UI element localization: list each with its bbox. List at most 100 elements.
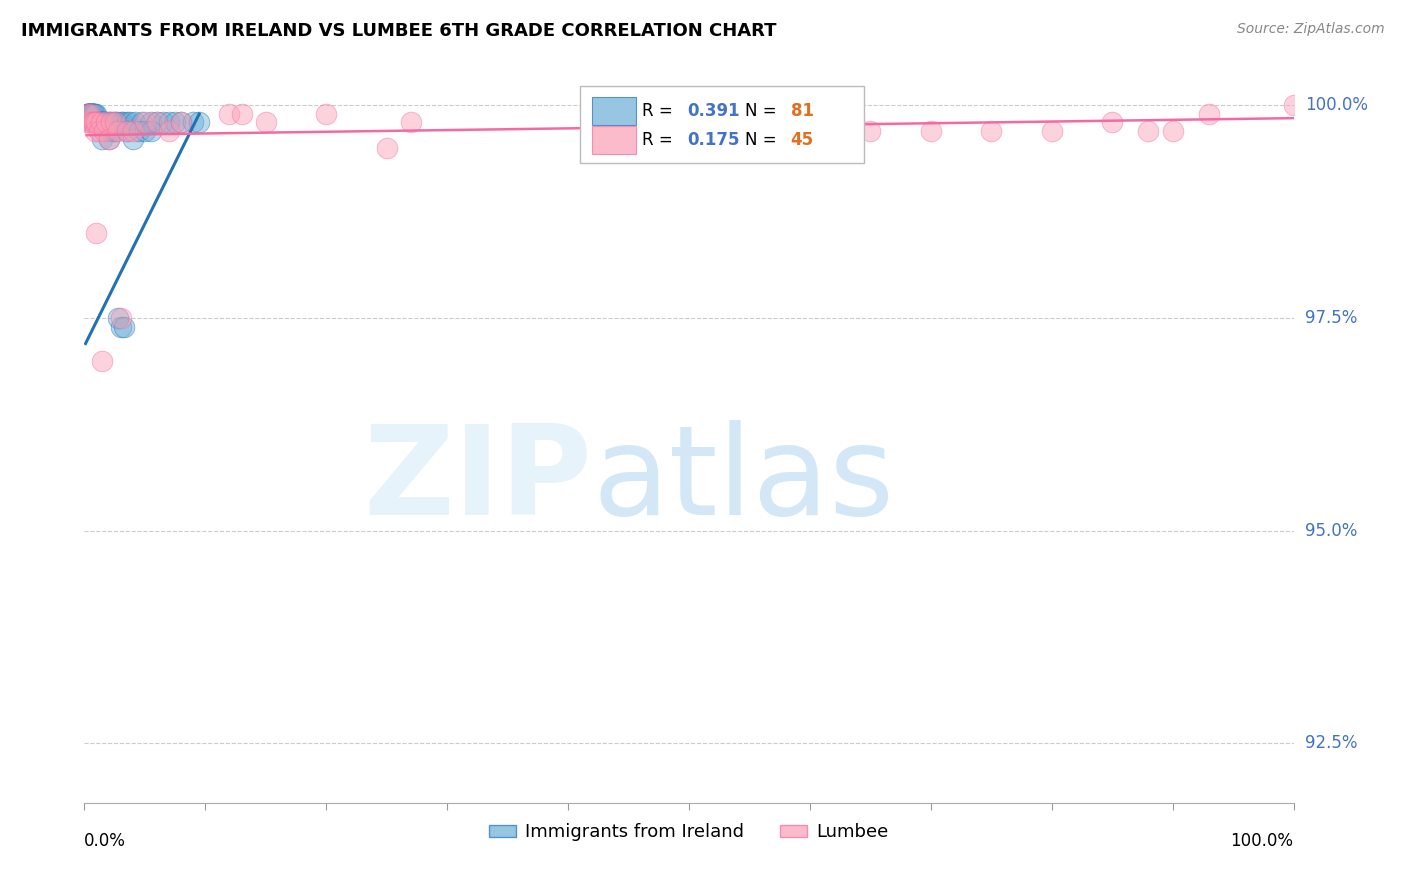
- Point: [84, 115, 107, 129]
- Point: [87, 124, 110, 138]
- Point: [83, 115, 105, 129]
- Point: [97, 132, 120, 146]
- Point: [1137, 124, 1160, 138]
- Point: [218, 107, 240, 121]
- Point: [90, 115, 112, 129]
- Point: [84, 115, 107, 129]
- Point: [80, 107, 103, 121]
- Point: [110, 319, 132, 334]
- Point: [104, 115, 127, 129]
- Point: [112, 319, 135, 334]
- Point: [170, 115, 193, 129]
- Point: [82, 107, 104, 121]
- Point: [139, 124, 162, 138]
- Point: [87, 115, 110, 129]
- Point: [86, 115, 108, 129]
- Point: [89, 115, 111, 129]
- Point: [799, 115, 821, 129]
- Point: [1198, 107, 1220, 121]
- Point: [315, 107, 337, 121]
- Point: [83, 107, 105, 121]
- Text: N =: N =: [745, 131, 782, 149]
- Point: [254, 115, 277, 129]
- Point: [110, 311, 132, 326]
- Point: [77, 107, 100, 121]
- Text: 0.391: 0.391: [688, 102, 741, 120]
- Point: [87, 115, 110, 129]
- Point: [1161, 124, 1184, 138]
- Point: [134, 124, 156, 138]
- Point: [110, 115, 132, 129]
- Point: [86, 226, 108, 240]
- Point: [77, 107, 100, 121]
- Point: [146, 115, 169, 129]
- Point: [157, 124, 180, 138]
- Point: [1101, 115, 1123, 129]
- Point: [375, 141, 398, 155]
- Point: [97, 115, 120, 129]
- Point: [76, 107, 98, 121]
- FancyBboxPatch shape: [592, 97, 636, 125]
- Point: [165, 115, 187, 129]
- Point: [134, 115, 156, 129]
- Text: 0.175: 0.175: [688, 131, 740, 149]
- Point: [128, 124, 150, 138]
- Point: [77, 115, 100, 129]
- Point: [181, 115, 204, 129]
- Point: [76, 107, 98, 121]
- Text: 0.0%: 0.0%: [84, 832, 127, 850]
- Point: [101, 124, 124, 138]
- Point: [152, 115, 174, 129]
- Point: [93, 115, 115, 129]
- Text: R =: R =: [641, 131, 678, 149]
- Text: atlas: atlas: [592, 420, 894, 541]
- Point: [93, 124, 115, 138]
- Point: [84, 124, 107, 138]
- Point: [77, 107, 100, 121]
- Point: [104, 115, 127, 129]
- FancyBboxPatch shape: [581, 86, 865, 163]
- Point: [84, 107, 107, 121]
- Point: [98, 115, 121, 129]
- Point: [170, 115, 193, 129]
- Legend: Immigrants from Ireland, Lumbee: Immigrants from Ireland, Lumbee: [482, 816, 896, 848]
- Point: [96, 124, 118, 138]
- Point: [399, 115, 422, 129]
- Point: [79, 107, 101, 121]
- Point: [112, 115, 135, 129]
- Point: [75, 107, 97, 121]
- Point: [89, 115, 111, 129]
- Point: [94, 115, 117, 129]
- Text: 95.0%: 95.0%: [1305, 522, 1357, 540]
- Point: [82, 115, 104, 129]
- Point: [79, 107, 101, 121]
- Point: [80, 115, 103, 129]
- Point: [146, 115, 169, 129]
- Point: [79, 107, 101, 121]
- Point: [82, 107, 104, 121]
- Point: [121, 124, 143, 138]
- Text: R =: R =: [641, 102, 678, 120]
- Point: [91, 353, 114, 368]
- Point: [94, 115, 117, 129]
- Point: [79, 107, 101, 121]
- Point: [980, 124, 1002, 138]
- Text: ZIP: ZIP: [364, 420, 592, 541]
- Text: 100.0%: 100.0%: [1305, 96, 1368, 114]
- Point: [80, 107, 103, 121]
- Point: [121, 132, 143, 146]
- Point: [83, 107, 105, 121]
- Point: [107, 124, 129, 138]
- Point: [80, 107, 103, 121]
- Point: [76, 107, 98, 121]
- Point: [86, 115, 108, 129]
- Text: N =: N =: [745, 102, 782, 120]
- Point: [94, 115, 117, 129]
- FancyBboxPatch shape: [592, 126, 636, 154]
- Point: [738, 115, 761, 129]
- Point: [77, 107, 100, 121]
- Text: 81: 81: [790, 102, 814, 120]
- Point: [79, 107, 101, 121]
- Point: [97, 132, 120, 146]
- Point: [859, 124, 882, 138]
